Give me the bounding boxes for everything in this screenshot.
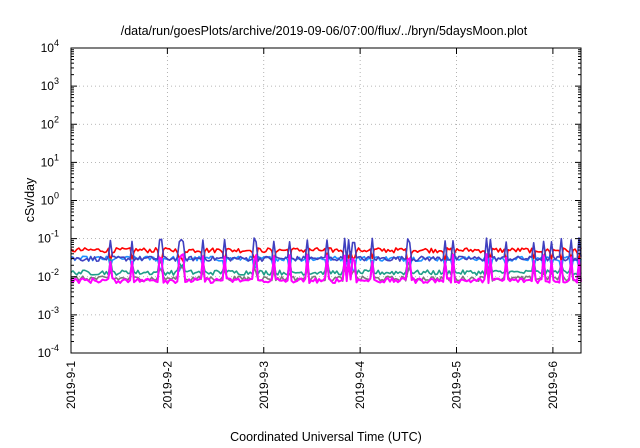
data-series — [70, 237, 582, 285]
x-tick-label: 2019-9-5 — [450, 361, 464, 409]
y-tick-label: 104 — [41, 38, 59, 55]
x-tick-label: 2019-9-6 — [546, 361, 560, 409]
y-tick-label: 102 — [41, 114, 59, 131]
y-tick-label: 10-1 — [38, 229, 59, 246]
x-tick-label: 2019-9-2 — [160, 361, 174, 409]
y-tick-label: 103 — [41, 76, 59, 93]
y-axis-label: cSv/day — [23, 177, 37, 222]
y-tick-label: 100 — [41, 191, 59, 208]
x-tick-label: 2019-9-3 — [257, 361, 271, 409]
y-tick-label: 10-4 — [38, 343, 59, 360]
y-tick-label: 101 — [41, 152, 59, 169]
x-tick-label: 2019-9-1 — [64, 361, 78, 409]
y-tick-label: 10-2 — [38, 267, 59, 284]
x-axis-label: Coordinated Universal Time (UTC) — [230, 430, 422, 444]
series-line — [70, 237, 582, 263]
grid-lines — [71, 48, 581, 353]
x-axis: 2019-9-1 2019-9-2 2019-9-3 2019-9-4 2019-9-5… — [64, 48, 560, 409]
chart-title: /data/run/goesPlots/archive/2019-09-06/0… — [121, 24, 528, 38]
series-line — [70, 253, 582, 285]
y-axis: 10-4 10-3 10-2 10-1 100 101 102 103 104 — [38, 38, 581, 360]
y-tick-label: 10-3 — [38, 305, 59, 322]
x-tick-label: 2019-9-4 — [353, 361, 367, 409]
